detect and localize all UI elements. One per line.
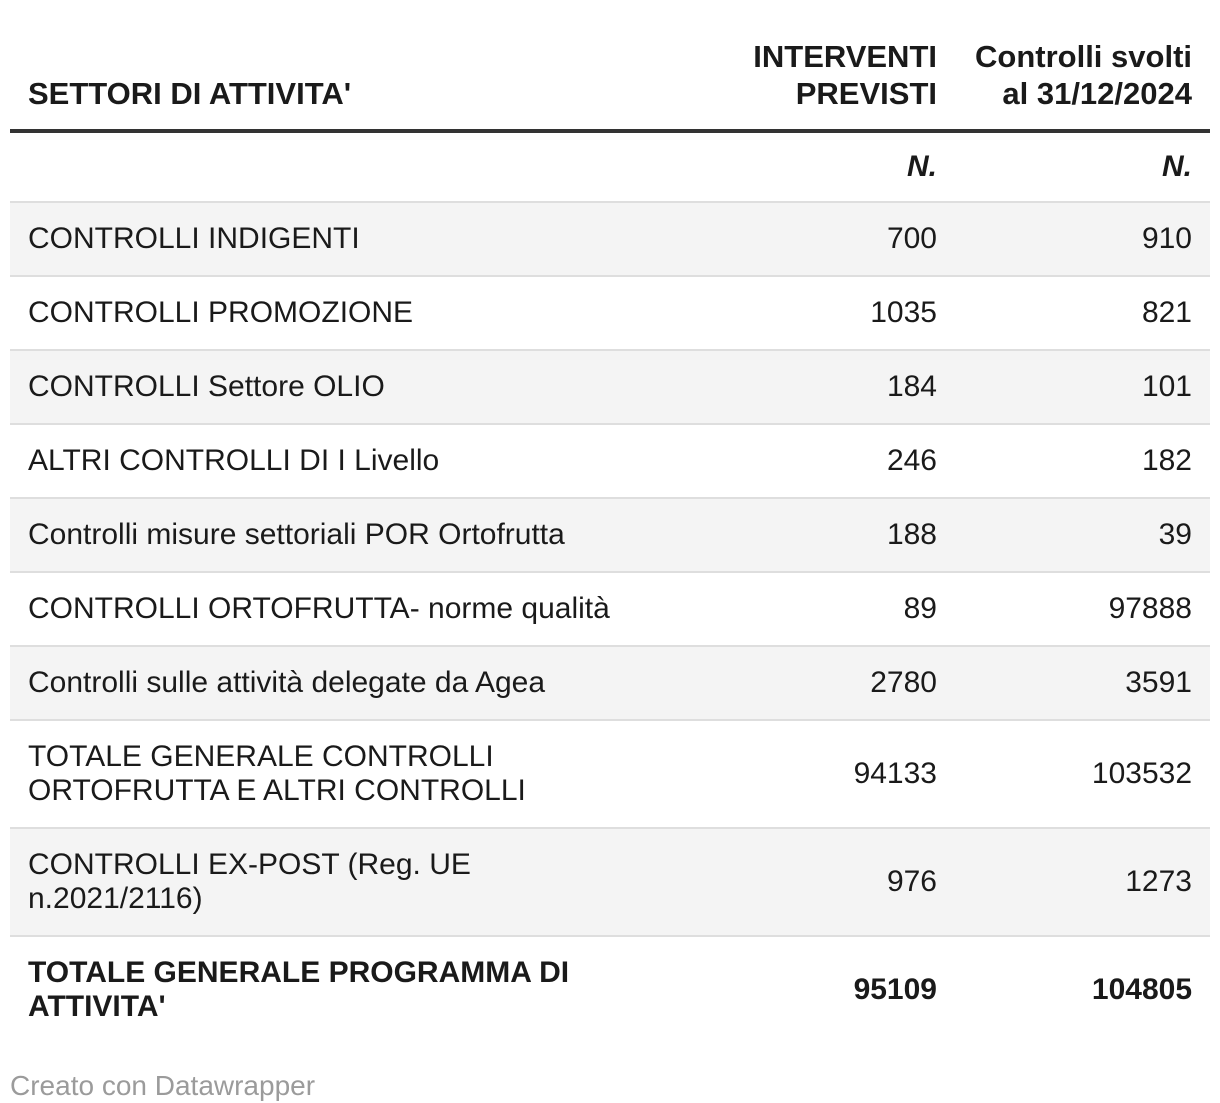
value-previsti-cell: 2780 xyxy=(665,645,955,720)
settori-attivita-table: SETTORI DI ATTIVITA' INTERVENTI PREVISTI… xyxy=(10,0,1210,1043)
row-label-cell: CONTROLLI Settore OLIO xyxy=(10,349,665,424)
value-previsti-cell: 184 xyxy=(665,349,955,424)
value-svolti-cell: 97888 xyxy=(955,571,1210,646)
value-svolti-cell: 101 xyxy=(955,349,1210,424)
value-previsti-cell: 1035 xyxy=(665,275,955,350)
table-row: CONTROLLI INDIGENTI 700 910 xyxy=(10,201,1210,276)
datawrapper-credit-link[interactable]: Creato con Datawrapper xyxy=(10,1070,316,1101)
value-svolti-cell: 182 xyxy=(955,423,1210,498)
value-svolti-cell: 1273 xyxy=(955,827,1210,936)
datawrapper-table-chart: SETTORI DI ATTIVITA' INTERVENTI PREVISTI… xyxy=(10,0,1210,1103)
value-previsti-cell: 246 xyxy=(665,423,955,498)
unit-label-previsti: N. xyxy=(665,131,955,202)
value-svolti-cell: 39 xyxy=(955,497,1210,572)
value-previsti-cell: 94133 xyxy=(665,719,955,828)
table-row: CONTROLLI Settore OLIO 184 101 xyxy=(10,349,1210,424)
row-label-cell: TOTALE GENERALE PROGRAMMA DI ATTIVITA' xyxy=(10,935,665,1043)
value-svolti-cell: 104805 xyxy=(955,935,1210,1043)
unit-row: N. N. xyxy=(10,131,1210,202)
table-row: CONTROLLI ORTOFRUTTA- norme qualità 89 978… xyxy=(10,571,1210,646)
column-header-controlli-svolti: Controlli svolti al 31/12/2024 xyxy=(955,0,1210,133)
table-row: CONTROLLI PROMOZIONE 1035 821 xyxy=(10,275,1210,350)
row-label-cell: Controlli sulle attività delegate da Age… xyxy=(10,645,665,720)
row-label-cell: ALTRI CONTROLLI DI I Livello xyxy=(10,423,665,498)
row-label-cell: Controlli misure settoriali POR Ortofrut… xyxy=(10,497,665,572)
row-label-cell: CONTROLLI INDIGENTI xyxy=(10,201,665,276)
header-row: SETTORI DI ATTIVITA' INTERVENTI PREVISTI… xyxy=(10,0,1210,133)
unit-label-empty xyxy=(10,131,665,202)
table-header: SETTORI DI ATTIVITA' INTERVENTI PREVISTI… xyxy=(10,0,1210,133)
row-label-cell: CONTROLLI EX-POST (Reg. UE n.2021/2116) xyxy=(10,827,665,936)
value-svolti-cell: 103532 xyxy=(955,719,1210,828)
row-label-cell: TOTALE GENERALE CONTROLLI ORTOFRUTTA E A… xyxy=(10,719,665,828)
value-svolti-cell: 910 xyxy=(955,201,1210,276)
column-header-settori: SETTORI DI ATTIVITA' xyxy=(10,0,665,133)
table-row: Controlli sulle attività delegate da Age… xyxy=(10,645,1210,720)
column-header-interventi-previsti: INTERVENTI PREVISTI xyxy=(665,0,955,133)
value-previsti-cell: 89 xyxy=(665,571,955,646)
row-label-cell: CONTROLLI PROMOZIONE xyxy=(10,275,665,350)
row-label-cell: CONTROLLI ORTOFRUTTA- norme qualità xyxy=(10,571,665,646)
table-row: ALTRI CONTROLLI DI I Livello 246 182 xyxy=(10,423,1210,498)
value-svolti-cell: 821 xyxy=(955,275,1210,350)
table-row: CONTROLLI EX-POST (Reg. UE n.2021/2116) 9… xyxy=(10,827,1210,936)
table-row: TOTALE GENERALE PROGRAMMA DI ATTIVITA' 95… xyxy=(10,935,1210,1043)
table-row: TOTALE GENERALE CONTROLLI ORTOFRUTTA E A… xyxy=(10,719,1210,828)
table-body: N. N. CONTROLLI INDIGENTI 700 910 CONTROLLI… xyxy=(10,131,1210,1043)
value-previsti-cell: 95109 xyxy=(665,935,955,1043)
value-previsti-cell: 188 xyxy=(665,497,955,572)
value-previsti-cell: 976 xyxy=(665,827,955,936)
table-row: Controlli misure settoriali POR Ortofrut… xyxy=(10,497,1210,572)
value-svolti-cell: 3591 xyxy=(955,645,1210,720)
unit-label-svolti: N. xyxy=(955,131,1210,202)
value-previsti-cell: 700 xyxy=(665,201,955,276)
